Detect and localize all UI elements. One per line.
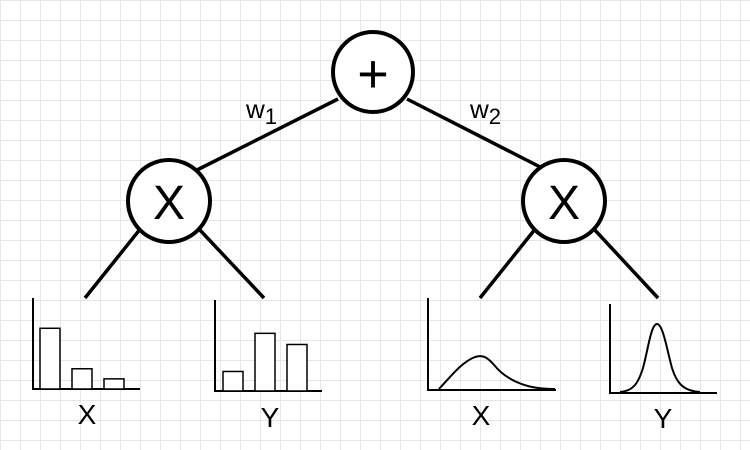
leaf-3-axes bbox=[427, 298, 556, 391]
edge-sum-to-product-left bbox=[196, 97, 339, 172]
leaf-3-density-curve bbox=[438, 355, 556, 390]
leaf-4-density-curve bbox=[619, 322, 701, 393]
leaf-4-variable-label: Y bbox=[654, 403, 673, 434]
product-node-left-circle bbox=[126, 158, 212, 244]
product-node-right: X bbox=[521, 158, 607, 244]
leaf-density-y: Y bbox=[609, 304, 717, 434]
edge-product-right-to-leaf-4 bbox=[591, 226, 660, 300]
leaf-density-x: X bbox=[427, 298, 556, 431]
weight-w2-base: w bbox=[469, 94, 489, 124]
edge-sum-to-product-right bbox=[406, 97, 547, 172]
leaf-3-variable-label: X bbox=[472, 400, 491, 431]
leaf-1-bar-3 bbox=[103, 378, 125, 390]
leaf-2-bar-1 bbox=[222, 370, 244, 392]
leaf-1-bars bbox=[39, 327, 125, 390]
sum-node: + bbox=[331, 30, 415, 114]
leaf-2-variable-label: Y bbox=[261, 402, 280, 433]
edge-product-left-to-leaf-1 bbox=[83, 226, 143, 300]
product-node-left: X bbox=[126, 158, 212, 244]
product-node-right-circle bbox=[521, 158, 607, 244]
weight-w2: w2 bbox=[469, 94, 501, 129]
leaf-2-bar-3 bbox=[286, 343, 308, 392]
leaf-4-axes bbox=[609, 304, 717, 394]
edge-product-right-to-leaf-3 bbox=[478, 226, 538, 300]
edge-product-left-to-leaf-2 bbox=[196, 226, 266, 300]
product-node-left-op: X bbox=[153, 177, 185, 230]
leaf-1-bar-2 bbox=[71, 368, 93, 390]
leaf-1-variable-label: X bbox=[78, 399, 97, 430]
product-node-right-op: X bbox=[548, 177, 580, 230]
leaf-1-bar-1 bbox=[39, 327, 61, 390]
leaf-histogram-y: Y bbox=[214, 300, 322, 433]
sum-node-op: + bbox=[357, 44, 389, 104]
leaf-2-bar-2 bbox=[254, 332, 276, 392]
leaf-2-bars bbox=[222, 332, 308, 392]
leaf-histogram-x: X bbox=[32, 298, 140, 430]
weight-w1-base: w bbox=[245, 94, 265, 124]
weight-w1: w1 bbox=[245, 94, 277, 129]
sum-node-circle bbox=[331, 30, 415, 114]
weight-w2-sub: 2 bbox=[489, 104, 501, 129]
weight-w1-sub: 1 bbox=[265, 104, 277, 129]
